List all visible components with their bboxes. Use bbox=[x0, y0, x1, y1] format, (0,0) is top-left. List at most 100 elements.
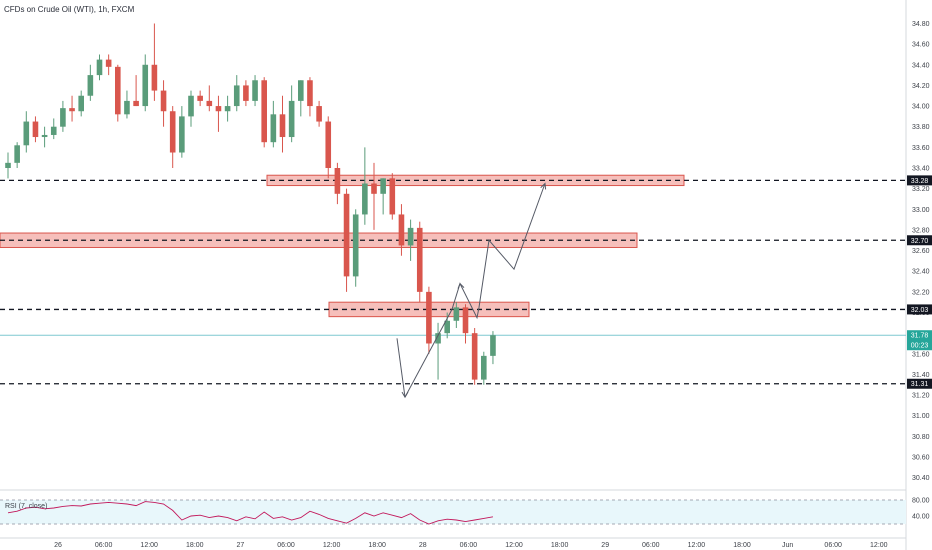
candle-body bbox=[389, 178, 396, 215]
resistance-zones[interactable] bbox=[0, 174, 685, 318]
time-tick-label: 06:00 bbox=[95, 542, 113, 549]
price-tick-label: 33.20 bbox=[912, 186, 930, 193]
projection-line bbox=[404, 183, 546, 398]
candle-body bbox=[197, 95, 203, 101]
price-tick-label: 33.00 bbox=[912, 207, 930, 214]
candle-body bbox=[215, 106, 222, 112]
candle-body bbox=[14, 145, 20, 163]
price-tick-label: 34.60 bbox=[912, 42, 930, 49]
price-tag bbox=[907, 304, 932, 315]
candle-body bbox=[490, 335, 496, 356]
time-tick-label: Jun bbox=[782, 542, 793, 549]
candle-body bbox=[160, 90, 167, 112]
price-tag bbox=[907, 235, 932, 246]
horizontal-levels[interactable] bbox=[0, 179, 906, 385]
candle-body bbox=[115, 66, 121, 115]
time-tick-label: 27 bbox=[237, 542, 245, 549]
chart-gridlines bbox=[0, 0, 907, 550]
candle-body bbox=[5, 162, 11, 168]
price-tick-label: 33.60 bbox=[912, 145, 930, 152]
candle-body bbox=[462, 307, 469, 334]
price-tick-label: 30.40 bbox=[912, 475, 930, 482]
candle-body bbox=[334, 168, 341, 194]
time-tick-label: 12:00 bbox=[870, 542, 888, 549]
time-tick-label: 18:00 bbox=[186, 542, 204, 549]
time-tick-label: 12:00 bbox=[688, 542, 706, 549]
price-tag-label: 32.70 bbox=[911, 238, 929, 245]
candle-body bbox=[233, 85, 240, 107]
price-tick-label: 34.00 bbox=[912, 104, 930, 111]
candle-body bbox=[142, 64, 149, 107]
rsi-tick-label: 40.00 bbox=[912, 514, 930, 521]
candle-body bbox=[151, 64, 158, 91]
candle-body bbox=[416, 227, 423, 292]
candle-body bbox=[343, 193, 350, 277]
price-tick-label: 32.60 bbox=[912, 248, 930, 255]
rsi-tick-label: 80.00 bbox=[912, 498, 930, 505]
time-tick-label: 06:00 bbox=[824, 542, 842, 549]
candle-body bbox=[444, 320, 450, 334]
candle-body bbox=[87, 75, 94, 96]
price-tick-label: 32.20 bbox=[912, 289, 930, 296]
time-tick-label: 12:00 bbox=[323, 542, 341, 549]
price-tick-label: 31.00 bbox=[912, 413, 930, 420]
candle-body bbox=[298, 80, 304, 101]
candle-body bbox=[398, 214, 405, 246]
time-tick-label: 18:00 bbox=[733, 542, 751, 549]
candle-body bbox=[270, 114, 277, 143]
price-tag bbox=[907, 175, 932, 186]
candle-body bbox=[279, 114, 286, 138]
rsi-band bbox=[0, 499, 906, 525]
projection-arrowhead bbox=[540, 182, 547, 190]
price-tick-label: 31.60 bbox=[912, 351, 930, 358]
time-axis[interactable]: 26 06:00 12:00 18:00 27 06:00 12:00 18:00 28 06:0… bbox=[54, 542, 888, 549]
time-tick-label: 06:00 bbox=[277, 542, 295, 549]
candle-body bbox=[453, 307, 460, 321]
chart-title: CFDs on Crude Oil (WTI), 1h, FXCM bbox=[4, 5, 135, 14]
price-axis[interactable]: 34.80 34.60 34.40 34.20 34.00 33.80 33.60 33.40… bbox=[912, 21, 930, 521]
price-tick-label: 34.80 bbox=[912, 21, 930, 28]
candle-body bbox=[32, 121, 39, 138]
price-tick-label: 34.40 bbox=[912, 62, 930, 69]
projection-path[interactable] bbox=[396, 182, 547, 399]
candle-body bbox=[96, 59, 103, 76]
candle-body bbox=[481, 355, 487, 380]
projection-line bbox=[396, 338, 406, 398]
candle-body bbox=[471, 333, 478, 380]
candle-body bbox=[124, 100, 130, 115]
price-tag-label: 31.31 bbox=[911, 381, 929, 388]
candle-body bbox=[78, 95, 84, 112]
candle-body bbox=[60, 108, 66, 127]
candle-body bbox=[50, 126, 57, 135]
candle-body bbox=[362, 183, 368, 215]
candle-body bbox=[426, 291, 432, 344]
time-tick-label: 06:00 bbox=[642, 542, 660, 549]
candle-body bbox=[307, 80, 313, 107]
time-tick-label: 12:00 bbox=[505, 542, 523, 549]
candle-body bbox=[316, 106, 322, 122]
price-tick-label: 33.80 bbox=[912, 124, 930, 131]
candle-body bbox=[371, 183, 377, 194]
price-tick-label: 32.80 bbox=[912, 227, 930, 234]
candle-body bbox=[133, 100, 139, 107]
current-price-tag bbox=[907, 330, 932, 351]
candle-body bbox=[261, 80, 267, 143]
price-tick-label: 31.40 bbox=[912, 372, 930, 379]
price-tick-label: 34.20 bbox=[912, 83, 930, 90]
time-tick-label: 12:00 bbox=[140, 542, 158, 549]
price-tags: 33.28 32.70 32.03 31.31 31.78 00:23 bbox=[907, 175, 932, 389]
rsi-indicator bbox=[7, 501, 494, 525]
candle-body bbox=[380, 178, 386, 194]
candle-body bbox=[252, 80, 258, 101]
price-tick-label: 31.20 bbox=[912, 393, 930, 400]
candle-body bbox=[179, 116, 185, 153]
candle-body bbox=[224, 106, 231, 112]
price-tag-label: 32.03 bbox=[911, 307, 929, 314]
rsi-line bbox=[7, 501, 494, 525]
price-tick-label: 32.40 bbox=[912, 269, 930, 276]
time-tick-label: 06:00 bbox=[460, 542, 478, 549]
current-price-label: 31.78 bbox=[911, 333, 929, 340]
candle-body bbox=[69, 108, 75, 112]
candle-body bbox=[169, 111, 176, 153]
